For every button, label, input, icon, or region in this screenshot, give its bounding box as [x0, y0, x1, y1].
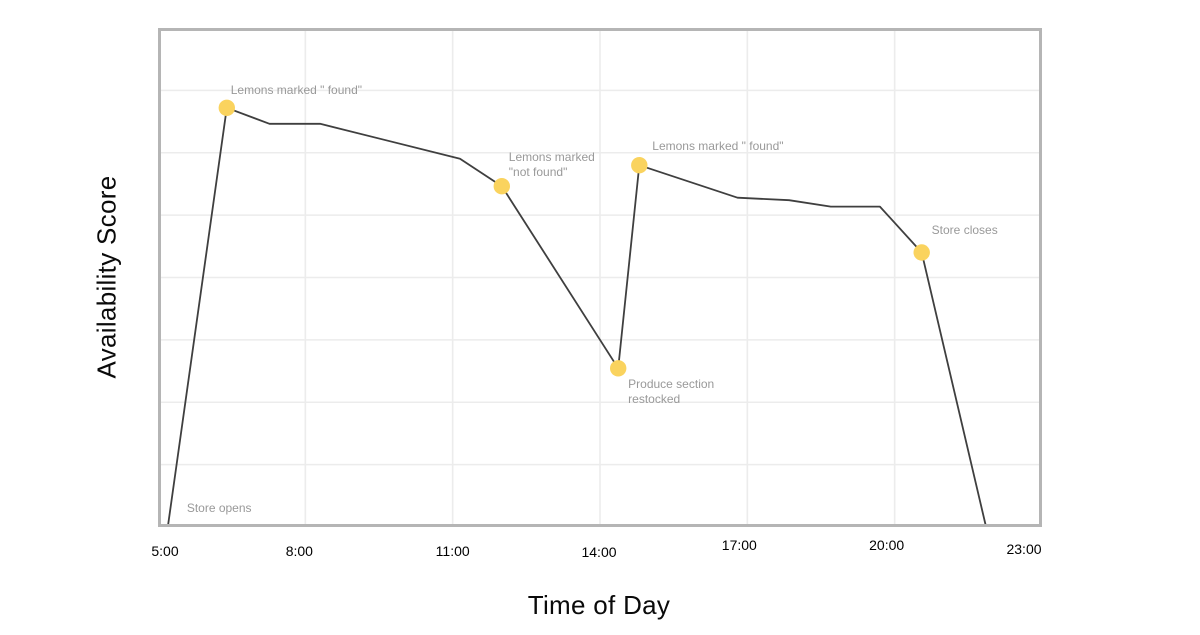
data-point-marker	[610, 360, 627, 377]
annotation: Lemons marked "not found"	[509, 150, 595, 179]
x-tick-label: 17:00	[721, 537, 757, 553]
annotation-line: "not found"	[508, 164, 568, 179]
annotation: Lemons marked " found"	[231, 83, 362, 98]
x-tick-label: 23:00	[1006, 541, 1042, 557]
data-point-marker	[218, 99, 235, 117]
y-axis-title: Availability Score	[91, 175, 122, 379]
annotation: Lemons marked " found"	[652, 139, 783, 154]
x-tick-label: 8:00	[285, 543, 313, 559]
x-tick-label: 5:00	[151, 543, 179, 559]
annotation: Store closes	[932, 223, 998, 238]
annotation-line: Store closes	[931, 222, 998, 237]
x-tick-label: 14:00	[581, 544, 617, 560]
annotation-line: Lemons marked	[508, 150, 595, 165]
annotation-line: restocked	[628, 391, 681, 406]
data-line	[166, 106, 987, 527]
annotation-line: Lemons marked " found"	[652, 139, 784, 154]
annotation: Store opens	[187, 501, 252, 516]
plot-area-svg	[158, 28, 1042, 527]
annotation-line: Lemons marked " found"	[230, 82, 363, 97]
data-point-marker	[493, 178, 510, 195]
data-point-marker	[913, 244, 930, 261]
data-point-marker	[631, 157, 648, 174]
x-axis-title: Time of Day	[527, 590, 671, 620]
annotation-line: Produce section	[628, 377, 715, 392]
x-tick-label: 20:00	[869, 537, 905, 553]
annotation-line: Store opens	[186, 501, 252, 515]
annotation: Produce section restocked	[628, 377, 714, 406]
x-tick-label: 11:00	[435, 543, 470, 559]
plot-border	[158, 28, 1042, 527]
